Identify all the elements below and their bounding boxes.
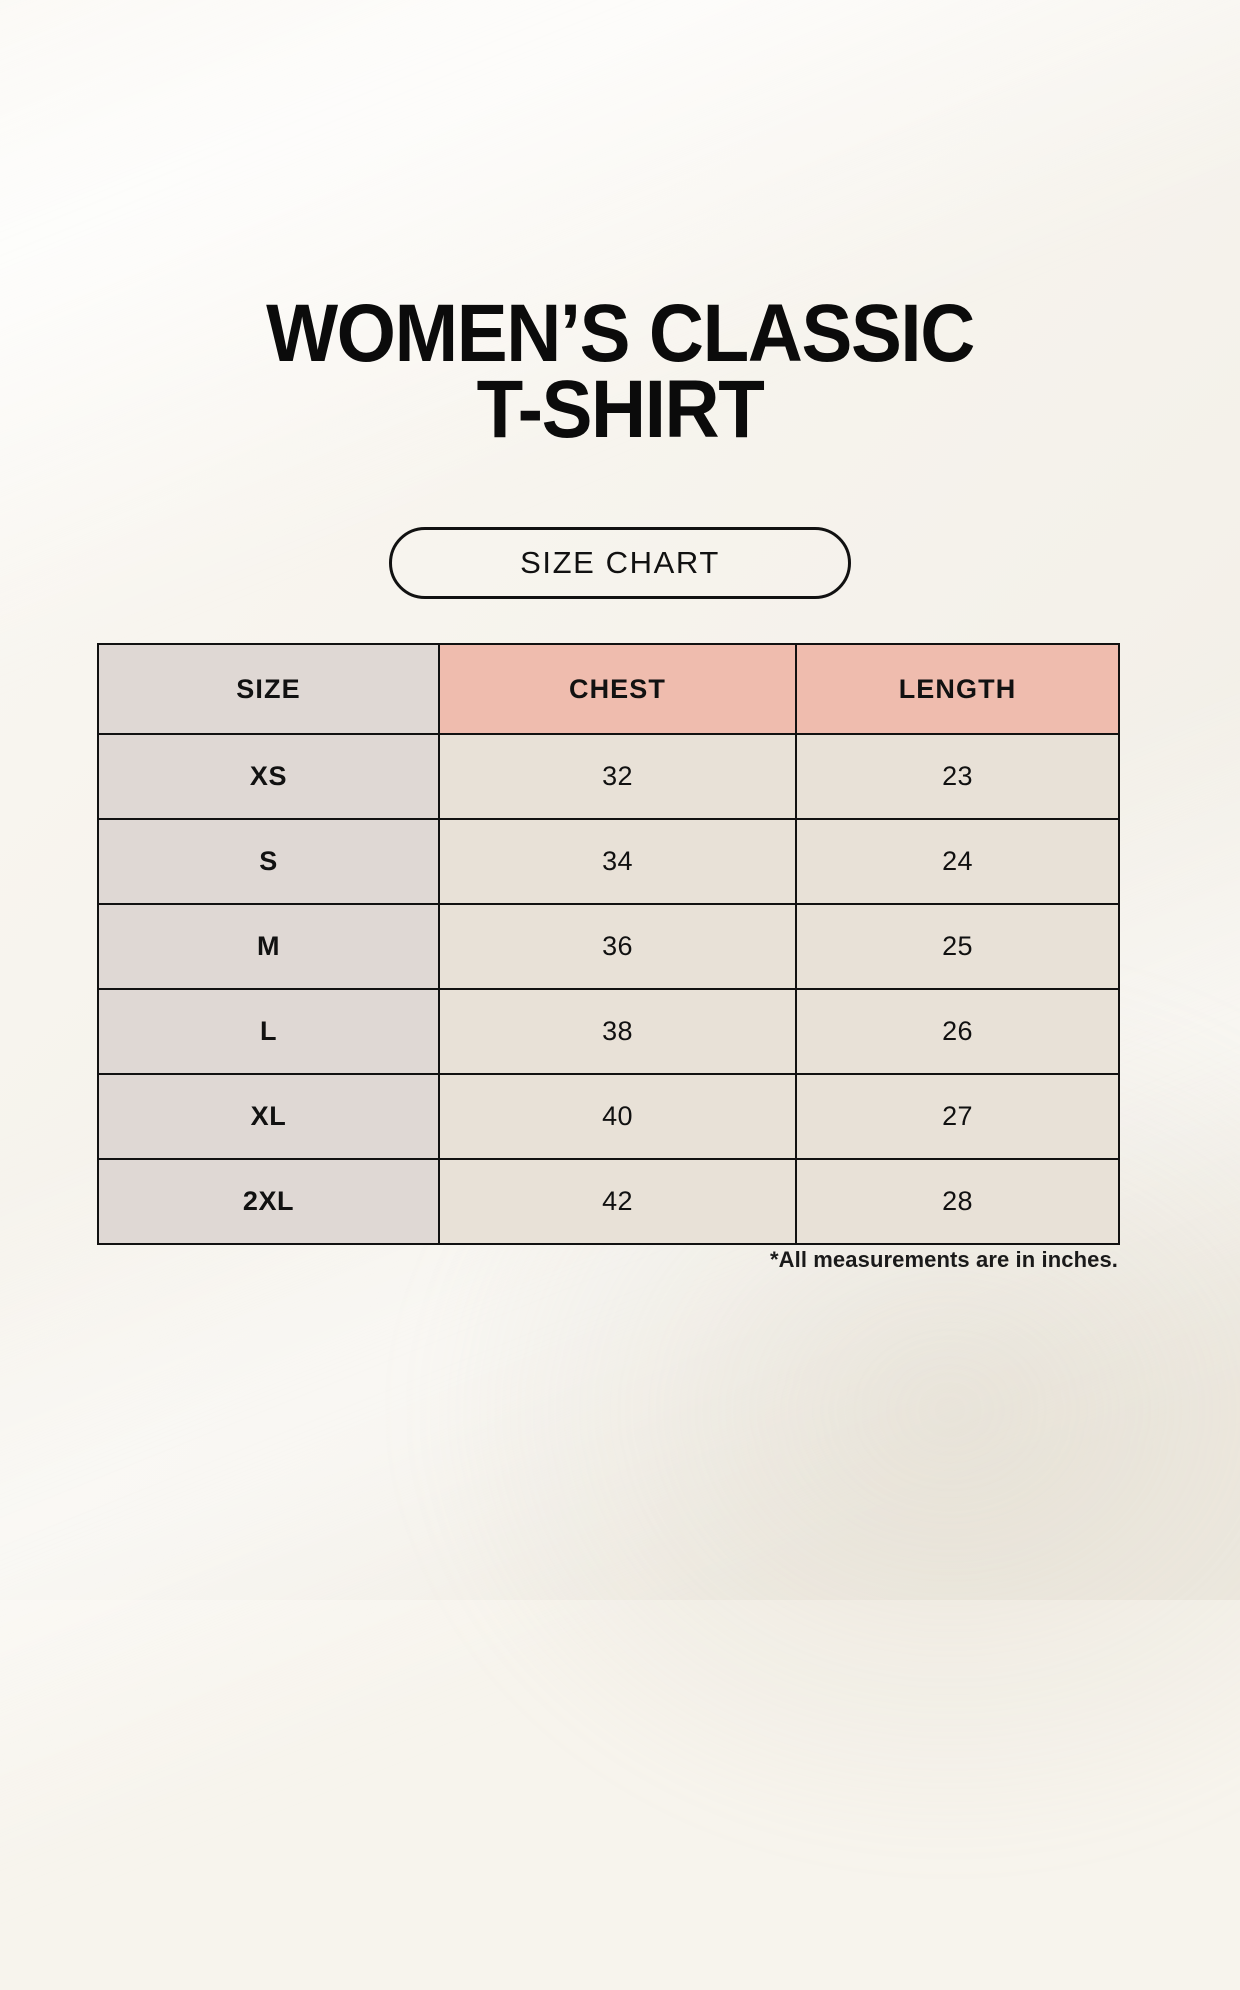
cell-chest: 42 <box>439 1159 797 1244</box>
table-row: M 36 25 <box>98 904 1119 990</box>
cell-size: L <box>98 989 440 1075</box>
table-row: XS 32 23 <box>98 734 1119 820</box>
size-table: SIZE CHEST LENGTH XS 32 23 S 34 24 M <box>97 643 1120 1245</box>
cell-length: 27 <box>796 1074 1119 1160</box>
cell-chest: 40 <box>439 1074 797 1160</box>
page-title: WOMEN’S CLASSIC T-SHIRT <box>0 288 1240 455</box>
size-table-body: XS 32 23 S 34 24 M 36 25 L 38 26 <box>98 734 1119 1244</box>
size-chart-badge-container: SIZE CHART <box>0 527 1240 599</box>
column-header-length: LENGTH <box>796 644 1119 735</box>
cell-length: 28 <box>796 1159 1119 1244</box>
cell-chest: 38 <box>439 989 797 1075</box>
table-header-row: SIZE CHEST LENGTH <box>98 644 1119 735</box>
measurement-note: *All measurements are in inches. <box>769 1247 1118 1272</box>
table-row: XL 40 27 <box>98 1074 1119 1160</box>
cell-length: 25 <box>796 904 1119 990</box>
table-row: S 34 24 <box>98 819 1119 905</box>
cell-chest: 32 <box>439 734 797 820</box>
size-table-container: SIZE CHEST LENGTH XS 32 23 S 34 24 M <box>97 643 1120 1245</box>
title-line-secondary: T-SHIRT <box>476 364 765 455</box>
size-table-head: SIZE CHEST LENGTH <box>98 644 1119 735</box>
cell-size: S <box>98 819 440 905</box>
cell-chest: 34 <box>439 819 797 905</box>
column-header-size: SIZE <box>98 644 440 735</box>
table-row: 2XL 42 28 <box>98 1159 1119 1244</box>
title-line-primary: WOMEN’S CLASSIC <box>266 288 975 379</box>
table-row: L 38 26 <box>98 989 1119 1075</box>
cell-size: M <box>98 904 440 990</box>
cell-length: 23 <box>796 734 1119 820</box>
cell-length: 26 <box>796 989 1119 1075</box>
cell-size: XS <box>98 734 440 820</box>
cell-size: 2XL <box>98 1159 440 1244</box>
size-chart-page: WOMEN’S CLASSIC T-SHIRT SIZE CHART SIZE … <box>0 288 1240 1272</box>
cell-size: XL <box>98 1074 440 1160</box>
cell-length: 24 <box>796 819 1119 905</box>
cell-chest: 36 <box>439 904 797 990</box>
column-header-chest: CHEST <box>439 644 797 735</box>
size-chart-badge: SIZE CHART <box>389 527 851 599</box>
